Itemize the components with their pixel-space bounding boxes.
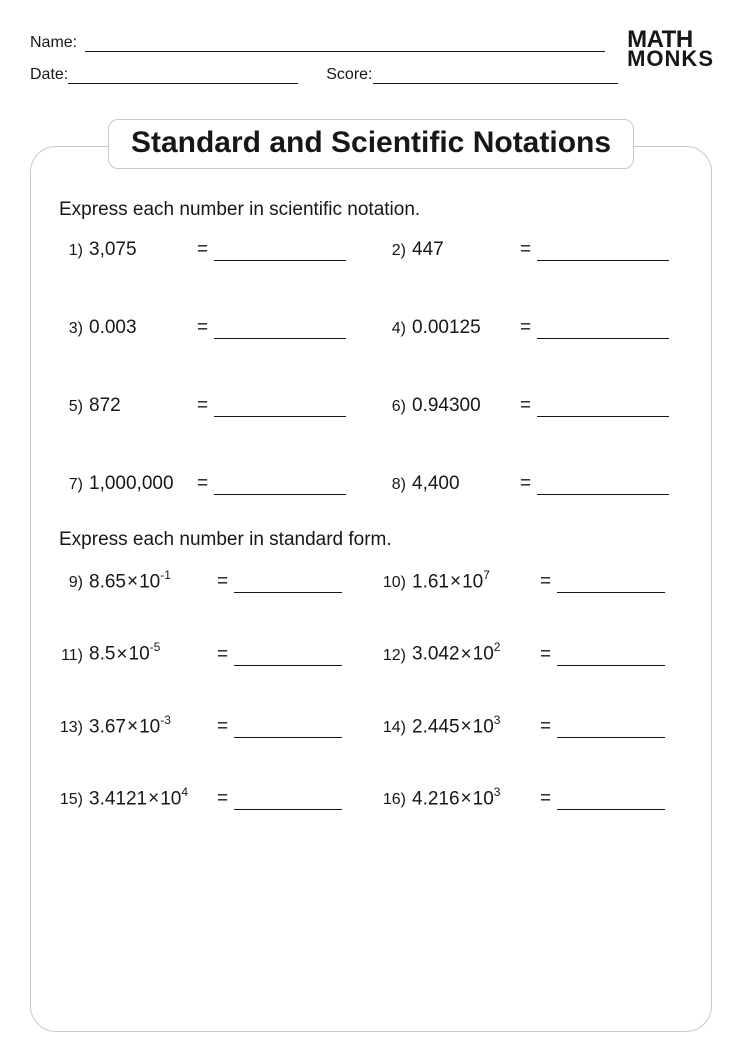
answer-blank[interactable]: [557, 573, 665, 593]
worksheet-title: Standard and Scientific Notations: [108, 119, 634, 169]
question-number: 12): [380, 647, 406, 666]
equals-sign: =: [197, 395, 208, 417]
date-label: Date:: [30, 66, 68, 84]
section2-instruction: Express each number in standard form.: [59, 529, 685, 551]
answer-blank[interactable]: [557, 646, 665, 666]
question-14: 14) 2.445×103=: [380, 714, 685, 738]
question-16: 16) 4.216×103=: [380, 786, 685, 810]
question-value: 447: [412, 239, 520, 261]
worksheet-header: Name: Date: Score: MATH MONKS: [30, 34, 712, 104]
answer-blank[interactable]: [537, 397, 669, 417]
question-value: 3.042×102: [412, 641, 540, 665]
logo: MATH MONKS: [627, 30, 714, 69]
equals-sign: =: [540, 716, 551, 738]
question-6: 6) 0.94300=: [380, 395, 685, 417]
equals-sign: =: [520, 395, 531, 417]
score-blank[interactable]: [373, 66, 618, 84]
question-11: 11) 8.5×10-5=: [57, 641, 362, 665]
question-value: 4.216×103: [412, 786, 540, 810]
answer-blank[interactable]: [537, 475, 669, 495]
question-7: 7) 1,000,000=: [57, 473, 362, 495]
section1-instruction: Express each number in scientific notati…: [59, 199, 685, 221]
equals-sign: =: [540, 788, 551, 810]
question-value: 1,000,000: [89, 473, 197, 495]
question-number: 5): [57, 398, 83, 417]
answer-blank[interactable]: [214, 319, 346, 339]
question-value: 0.94300: [412, 395, 520, 417]
question-value: 0.003: [89, 317, 197, 339]
question-number: 1): [57, 242, 83, 261]
name-label: Name:: [30, 34, 77, 52]
answer-blank[interactable]: [557, 790, 665, 810]
question-value: 2.445×103: [412, 714, 540, 738]
question-value: 872: [89, 395, 197, 417]
name-row: Name:: [30, 34, 712, 52]
date-blank[interactable]: [68, 66, 298, 84]
score-label: Score:: [326, 66, 372, 84]
question-value: 1.61×107: [412, 569, 540, 593]
question-number: 13): [57, 719, 83, 738]
question-2: 2) 447=: [380, 239, 685, 261]
question-number: 7): [57, 476, 83, 495]
question-8: 8) 4,400=: [380, 473, 685, 495]
equals-sign: =: [540, 571, 551, 593]
answer-blank[interactable]: [234, 573, 342, 593]
equals-sign: =: [197, 317, 208, 339]
question-number: 6): [380, 398, 406, 417]
question-number: 4): [380, 320, 406, 339]
answer-blank[interactable]: [214, 397, 346, 417]
equals-sign: =: [520, 473, 531, 495]
answer-blank[interactable]: [537, 319, 669, 339]
date-score-row: Date: Score:: [30, 66, 712, 84]
equals-sign: =: [520, 317, 531, 339]
question-number: 14): [380, 719, 406, 738]
answer-blank[interactable]: [557, 718, 665, 738]
equals-sign: =: [217, 788, 228, 810]
question-value: 0.00125: [412, 317, 520, 339]
logo-line2: MONKS: [627, 50, 714, 69]
question-3: 3) 0.003=: [57, 317, 362, 339]
question-number: 2): [380, 242, 406, 261]
question-value: 3.67×10-3: [89, 714, 217, 738]
worksheet-panel: Standard and Scientific Notations Expres…: [30, 146, 712, 1032]
question-12: 12) 3.042×102=: [380, 641, 685, 665]
question-number: 15): [57, 791, 83, 810]
question-1: 1) 3,075=: [57, 239, 362, 261]
equals-sign: =: [520, 239, 531, 261]
question-number: 3): [57, 320, 83, 339]
question-number: 11): [57, 647, 83, 666]
answer-blank[interactable]: [234, 646, 342, 666]
question-value: 3.4121×104: [89, 786, 217, 810]
question-10: 10) 1.61×107=: [380, 569, 685, 593]
question-9: 9) 8.65×10-1=: [57, 569, 362, 593]
answer-blank[interactable]: [214, 475, 346, 495]
equals-sign: =: [217, 716, 228, 738]
question-13: 13) 3.67×10-3=: [57, 714, 362, 738]
equals-sign: =: [217, 644, 228, 666]
name-blank[interactable]: [85, 34, 605, 52]
answer-blank[interactable]: [214, 241, 346, 261]
section2-grid: 9)8.65×10-1=10)1.61×107=11)8.5×10-5=12)3…: [57, 569, 685, 810]
question-value: 4,400: [412, 473, 520, 495]
question-number: 8): [380, 476, 406, 495]
answer-blank[interactable]: [234, 790, 342, 810]
equals-sign: =: [197, 239, 208, 261]
question-4: 4) 0.00125=: [380, 317, 685, 339]
question-number: 10): [380, 574, 406, 593]
question-value: 8.65×10-1: [89, 569, 217, 593]
section1-grid: 1)3,075=2)447=3)0.003=4)0.00125=5)872=6)…: [57, 239, 685, 495]
equals-sign: =: [217, 571, 228, 593]
question-5: 5) 872=: [57, 395, 362, 417]
answer-blank[interactable]: [537, 241, 669, 261]
question-15: 15) 3.4121×104=: [57, 786, 362, 810]
equals-sign: =: [540, 644, 551, 666]
question-value: 8.5×10-5: [89, 641, 217, 665]
question-value: 3,075: [89, 239, 197, 261]
answer-blank[interactable]: [234, 718, 342, 738]
equals-sign: =: [197, 473, 208, 495]
question-number: 9): [57, 574, 83, 593]
question-number: 16): [380, 791, 406, 810]
